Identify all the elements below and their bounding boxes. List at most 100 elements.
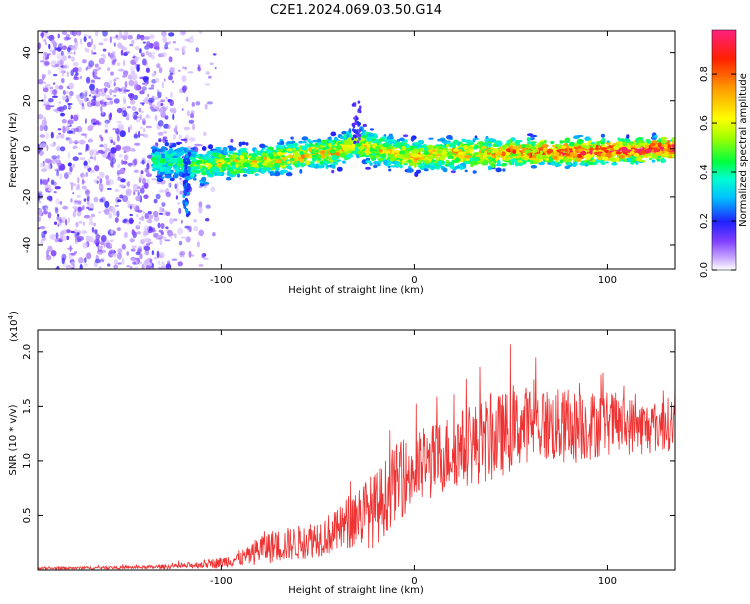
ridge-cell xyxy=(242,174,248,177)
noise-speckle xyxy=(150,104,156,107)
ridge-cell xyxy=(214,172,218,177)
ridge-cell xyxy=(245,142,249,146)
ridge-cell xyxy=(600,147,607,151)
noise-speckle xyxy=(52,73,58,77)
ridge-cell xyxy=(256,159,264,162)
ridge-cell xyxy=(409,145,414,151)
noise-speckle xyxy=(50,131,54,139)
noise-speckle xyxy=(107,67,111,72)
noise-speckle xyxy=(204,83,211,86)
noise-speckle xyxy=(110,229,114,235)
noise-speckle xyxy=(101,110,104,115)
ridge-cell xyxy=(226,176,232,181)
ridge-streak xyxy=(186,187,190,193)
noise-speckle xyxy=(126,106,131,109)
noise-speckle xyxy=(74,200,78,203)
noise-speckle xyxy=(184,134,190,140)
noise-speckle xyxy=(61,50,64,56)
ridge-cell xyxy=(378,149,383,153)
noise-speckle xyxy=(42,179,49,186)
snr-frame xyxy=(37,329,676,571)
snr-ytick-label: 2.0 xyxy=(22,344,33,360)
noise-speckle xyxy=(138,221,141,225)
ridge-cell xyxy=(374,147,381,151)
ridge-cell xyxy=(625,157,633,163)
noise-speckle xyxy=(72,205,78,209)
noise-speckle xyxy=(160,231,164,235)
noise-speckle xyxy=(85,143,89,151)
noise-speckle xyxy=(44,158,52,164)
noise-speckle xyxy=(44,164,48,172)
noise-speckle xyxy=(121,257,125,265)
ridge-cell xyxy=(326,165,334,168)
noise-speckle xyxy=(39,124,44,132)
noise-speckle xyxy=(161,52,167,58)
noise-speckle xyxy=(148,87,155,90)
ridge-cell xyxy=(503,163,508,166)
noise-speckle xyxy=(86,194,90,200)
noise-speckle xyxy=(54,63,59,67)
noise-speckle xyxy=(67,103,73,105)
ridge-cell xyxy=(201,176,207,182)
noise-speckle xyxy=(172,218,178,222)
ridge-cell xyxy=(464,169,468,173)
noise-speckle xyxy=(61,73,65,77)
noise-speckle xyxy=(151,178,157,181)
ridge-cell xyxy=(172,164,177,169)
ridge-cell xyxy=(576,138,584,145)
noise-speckle xyxy=(119,130,126,138)
ridge-cell xyxy=(414,142,421,145)
noise-speckle xyxy=(146,170,150,174)
ridge-cell xyxy=(494,148,499,152)
noise-speckle xyxy=(70,253,76,256)
ridge-cell xyxy=(230,170,238,175)
noise-speckle xyxy=(38,146,41,154)
noise-speckle xyxy=(103,143,108,149)
ridge-cell xyxy=(498,146,503,151)
noise-speckle xyxy=(132,262,137,265)
ridge-cell xyxy=(459,165,463,171)
noise-speckle xyxy=(77,206,83,212)
ridge-cell xyxy=(439,155,446,161)
noise-speckle xyxy=(38,113,44,120)
noise-speckle xyxy=(136,224,140,228)
spectrogram-ytick-label: 20 xyxy=(22,94,33,107)
ridge-cell xyxy=(423,150,430,156)
noise-speckle xyxy=(100,105,103,112)
noise-speckle xyxy=(49,86,54,90)
ridge-plume xyxy=(358,133,362,137)
ridge-cell xyxy=(210,166,217,172)
noise-speckle xyxy=(214,66,217,70)
ridge-cell xyxy=(260,169,265,175)
noise-speckle xyxy=(129,238,135,243)
noise-speckle xyxy=(143,36,151,40)
noise-speckle xyxy=(151,54,155,60)
noise-speckle xyxy=(142,232,147,237)
ridge-cell xyxy=(496,163,502,167)
noise-speckle xyxy=(143,261,147,269)
noise-speckle xyxy=(65,36,72,41)
noise-speckle xyxy=(91,38,93,45)
ridge-cell xyxy=(289,157,295,162)
noise-speckle xyxy=(134,142,141,146)
ridge-cell xyxy=(304,153,309,158)
noise-speckle xyxy=(100,240,104,246)
ridge-cell xyxy=(312,139,320,143)
noise-speckle xyxy=(112,157,116,164)
ridge-cell xyxy=(502,144,507,150)
ridge-cell xyxy=(418,148,424,151)
noise-speckle xyxy=(89,169,95,174)
noise-speckle xyxy=(212,232,216,237)
noise-speckle xyxy=(139,126,143,129)
noise-speckle xyxy=(57,67,64,70)
noise-speckle xyxy=(151,109,157,112)
ridge-cell xyxy=(572,157,577,162)
noise-speckle xyxy=(168,180,171,188)
noise-speckle xyxy=(40,142,47,148)
noise-speckle xyxy=(58,101,62,104)
ridge-cell xyxy=(368,136,376,139)
ridge-cell xyxy=(550,140,555,145)
noise-speckle xyxy=(165,211,171,217)
noise-speckle xyxy=(191,254,194,257)
noise-speckle xyxy=(131,147,135,152)
